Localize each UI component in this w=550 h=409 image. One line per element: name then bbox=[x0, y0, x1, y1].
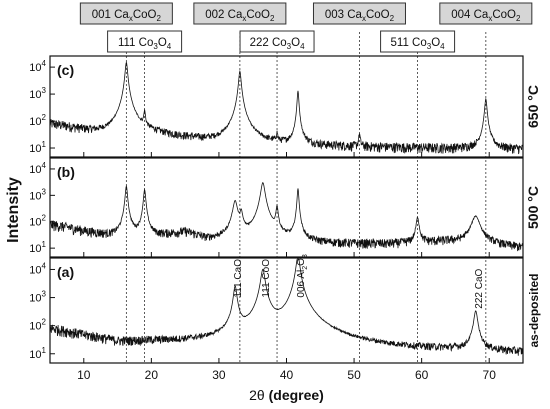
panel-c: 101 102 103 104 (c) 650 °C bbox=[29, 55, 541, 158]
x-tick-label-2: 30 bbox=[212, 368, 226, 382]
reference-label-001: 001 CaxCoO2 bbox=[79, 2, 173, 25]
reference-label-text-004: 004 CaxCoO2 bbox=[451, 9, 521, 23]
panel-label-c: (c) bbox=[57, 62, 74, 78]
reference-label-002: 002 CaxCoO2 bbox=[193, 2, 287, 25]
reference-label-004: 004 CaxCoO2 bbox=[439, 2, 533, 25]
panel-label-b: (b) bbox=[57, 164, 75, 180]
y-tick-label-b-3: 104 bbox=[29, 161, 46, 176]
y-tick-label-c-3: 104 bbox=[29, 59, 46, 74]
reference-label-111co3o4: 111 Co3O4 bbox=[107, 30, 183, 53]
x-tick-label-5: 60 bbox=[415, 368, 429, 382]
reference-label-text-111co3o4: 111 Co3O4 bbox=[118, 37, 172, 51]
x-tick-label-4: 50 bbox=[347, 368, 361, 382]
reference-label-text-222co3o4: 222 Co3O4 bbox=[250, 37, 306, 51]
panel-a: 101 102 103 104 (a) as-deposited 111 CaO 111 Co… bbox=[29, 254, 541, 364]
reference-label-box-002 bbox=[193, 2, 287, 25]
peak-annotation-222cao: 222 CaO bbox=[474, 268, 485, 308]
reference-label-text-001: 001 CaxCoO2 bbox=[92, 9, 162, 23]
y-tick-label-b-1: 102 bbox=[29, 214, 46, 229]
reference-label-003: 003 CaxCoO2 bbox=[312, 2, 406, 25]
reference-label-box-511co3o4 bbox=[380, 30, 456, 53]
panel-temperature-b: 500 °C bbox=[525, 186, 541, 229]
peak-annotation-006al2o3: 006 Al2O3 bbox=[296, 254, 309, 298]
reference-label-box-004 bbox=[439, 2, 533, 25]
xrd-curve-c bbox=[49, 60, 524, 155]
x-tick-label-0: 10 bbox=[77, 368, 91, 382]
panel-b: 101 102 103 104 (b) 500 °C bbox=[29, 157, 541, 258]
reference-label-box-001 bbox=[79, 2, 173, 25]
reference-label-box-003 bbox=[312, 2, 406, 25]
y-tick-label-b-2: 103 bbox=[29, 187, 46, 202]
xrd-curve-b bbox=[49, 182, 524, 252]
y-tick-label-c-1: 102 bbox=[29, 113, 46, 128]
reference-label-box-111co3o4 bbox=[107, 30, 183, 53]
peak-annotation-111cao: 111 CaO bbox=[233, 259, 244, 298]
y-tick-label-a-1: 102 bbox=[29, 318, 46, 333]
y-tick-label-a-0: 101 bbox=[29, 346, 46, 361]
x-tick-label-6: 70 bbox=[483, 368, 497, 382]
reference-label-box-222co3o4 bbox=[239, 30, 315, 53]
reference-label-511co3o4: 511 Co3O4 bbox=[380, 30, 456, 53]
y-axis-title: Intensity bbox=[5, 177, 22, 243]
panel-temperature-a: as-deposited bbox=[527, 273, 541, 347]
reference-label-222co3o4: 222 Co3O4 bbox=[239, 30, 315, 53]
xrd-curve-a bbox=[49, 258, 524, 356]
reference-label-text-002: 002 CaxCoO2 bbox=[205, 9, 275, 23]
x-tick-label-3: 40 bbox=[280, 368, 294, 382]
x-tick-label-1: 20 bbox=[145, 368, 159, 382]
y-tick-label-b-0: 101 bbox=[29, 240, 46, 255]
y-tick-label-c-0: 101 bbox=[29, 140, 46, 155]
x-axis-title: 2θ (degree) bbox=[249, 387, 324, 403]
reference-label-text-511co3o4: 511 Co3O4 bbox=[391, 37, 446, 51]
y-tick-label-a-2: 103 bbox=[29, 290, 46, 305]
y-tick-label-a-3: 104 bbox=[29, 261, 46, 276]
panel-temperature-c: 650 °C bbox=[525, 85, 541, 128]
panel-label-a: (a) bbox=[57, 264, 74, 280]
reference-label-text-003: 003 CaxCoO2 bbox=[325, 9, 395, 23]
y-tick-label-c-2: 103 bbox=[29, 86, 46, 101]
peak-annotation-111coo: 111 CoO bbox=[261, 259, 272, 298]
